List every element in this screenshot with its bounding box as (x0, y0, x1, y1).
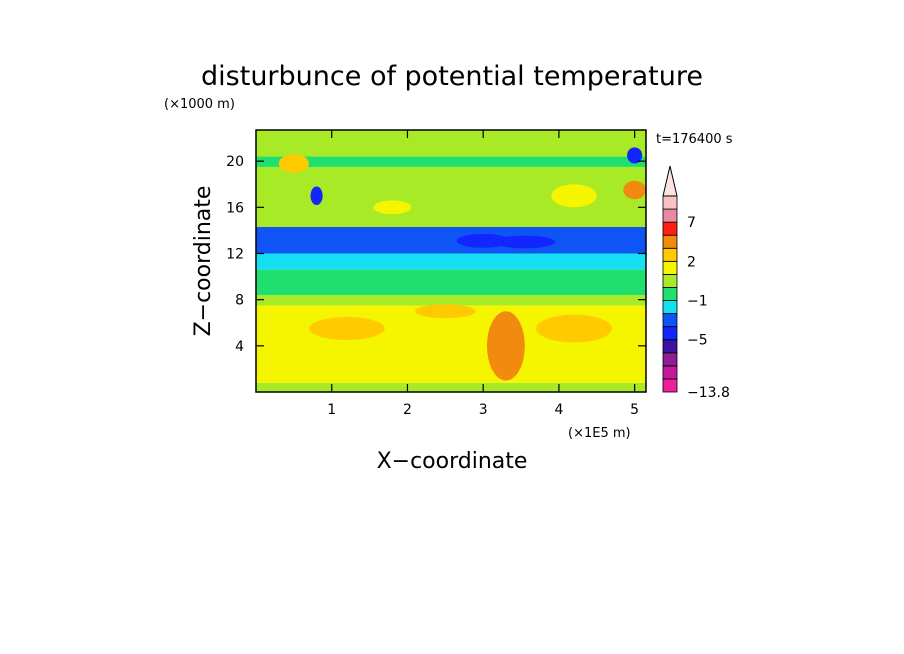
colorbar-cell (662, 208, 678, 223)
contour-band (256, 382, 646, 392)
colorbar-cell (662, 300, 678, 314)
x-tick-label: 3 (479, 402, 488, 418)
y-tick-label: 4 (235, 339, 244, 355)
colorbar-cell (662, 352, 678, 367)
x-axis-ticks: 1 2 3 4 5 (327, 130, 639, 418)
x-axis-label: X−coordinate (377, 449, 528, 474)
colorbar-cell (662, 195, 678, 210)
contour-region (373, 200, 412, 215)
colorbar-cell (662, 378, 678, 393)
x-tick-label: 1 (327, 402, 336, 418)
chart-title: disturbunce of potential temperature (201, 61, 703, 92)
colorbar-cell (662, 273, 678, 288)
contour-region (494, 235, 556, 249)
colorbar-cell (662, 221, 678, 236)
colorbar-cell (662, 247, 678, 262)
contour-region (309, 316, 385, 341)
colorbar-cell (662, 326, 678, 341)
colorbar (662, 165, 678, 393)
contour-band (256, 130, 646, 157)
contour-region (310, 186, 323, 206)
plot-frame (255, 129, 647, 393)
y-tick-label: 8 (235, 293, 244, 309)
contour-band (256, 226, 646, 254)
y-tick-label: 12 (226, 246, 244, 262)
contour-band (256, 269, 646, 296)
colorbar-cell (662, 260, 678, 275)
x-unit-label: (×1E5 m) (568, 426, 631, 441)
contour-band (256, 253, 646, 270)
contour-plot-area (256, 130, 646, 392)
colorbar-tick-label: 7 (687, 215, 696, 231)
colorbar-cell (662, 287, 678, 301)
colorbar-cell (662, 339, 678, 354)
colorbar-cell (662, 234, 678, 249)
y-tick-label: 20 (226, 154, 244, 170)
contour-region (486, 311, 525, 381)
y-axis-ticks: 4 8 12 16 20 (226, 154, 646, 355)
colorbar-cell (662, 365, 678, 380)
contour-region (623, 180, 646, 200)
contour-region (415, 304, 476, 319)
colorbar-tick-label: −1 (687, 294, 708, 310)
colorbar-labels: −13.8 −5 −1 2 7 (687, 215, 730, 401)
contour-region (627, 147, 643, 164)
contour-region (551, 184, 597, 208)
colorbar-extend-arrow (662, 165, 678, 197)
colorbar-cell (662, 313, 678, 328)
contour-band (256, 156, 646, 167)
x-tick-label: 2 (403, 402, 412, 418)
colorbar-tick-label: −5 (687, 333, 708, 349)
y-unit-label: (×1000 m) (164, 97, 235, 112)
y-tick-label: 16 (226, 200, 244, 216)
y-axis-label: Z−coordinate (191, 186, 216, 337)
contour-region (456, 233, 510, 248)
colorbar-tick-label: 2 (687, 254, 696, 270)
contour-region (278, 154, 310, 173)
contour-region (536, 314, 612, 343)
contour-band (256, 295, 646, 306)
x-tick-label: 4 (554, 402, 563, 418)
time-label: t=176400 s (656, 132, 733, 147)
x-tick-label: 5 (630, 402, 639, 418)
colorbar-tick-label: −13.8 (687, 385, 730, 401)
